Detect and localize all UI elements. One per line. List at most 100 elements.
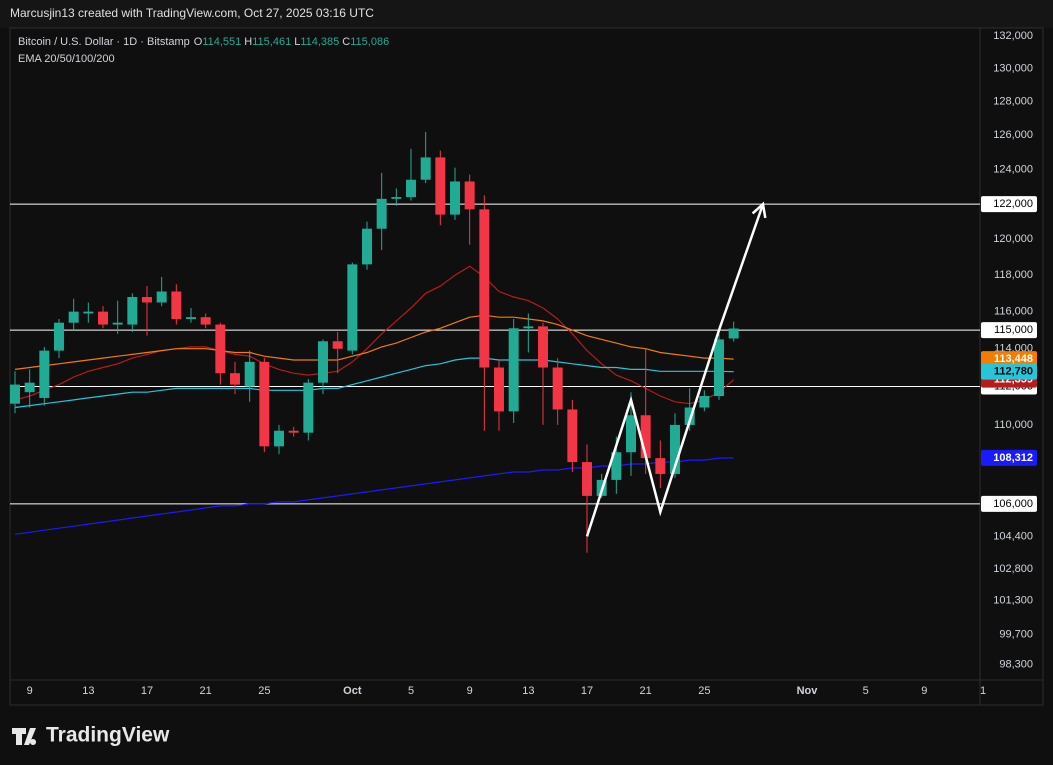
y-tick-label: 110,000 [994, 419, 1033, 431]
x-tick-label: Nov [797, 685, 819, 697]
plot-area [10, 131, 980, 553]
candle-body [391, 197, 402, 199]
candle-body [230, 373, 240, 385]
legend-line: Bitcoin / U.S. Dollar · 1D · Bitstamp O11… [18, 36, 389, 48]
x-tick-label: 17 [581, 685, 593, 697]
candle-body [538, 326, 548, 368]
y-tick-label: 126,000 [993, 129, 1033, 141]
level-label: 115,000 [994, 324, 1033, 336]
level-label-box [981, 196, 1037, 213]
candle-body [714, 339, 724, 397]
x-tick-label: 13 [82, 685, 94, 697]
y-tick-label: 98,300 [999, 659, 1033, 671]
y-tick-label: 132,000 [993, 30, 1033, 42]
candle-body [684, 407, 695, 425]
ema-line [14, 357, 734, 409]
pattern-line [585, 203, 765, 537]
candle-body [655, 458, 666, 474]
x-tick-label: 13 [522, 685, 534, 697]
legend-title: Bitcoin / U.S. Dollar · 1D · Bitstamp [18, 36, 190, 48]
candle-body [376, 198, 387, 229]
x-tick-label: Oct [343, 685, 362, 697]
candle-body [611, 452, 622, 480]
candle-body [420, 157, 431, 180]
candle-body [186, 317, 196, 320]
level-label: 106,000 [993, 498, 1033, 510]
logo: TradingView [12, 724, 170, 747]
candle-body [626, 415, 636, 453]
candle-body [362, 228, 372, 265]
candle-body [728, 328, 739, 339]
candle-body [318, 341, 328, 383]
ema-label: 113,448 [994, 353, 1033, 365]
ohlc-key: L [294, 36, 300, 48]
candle-body [699, 396, 710, 408]
candle-body [274, 430, 284, 447]
ema-label-box [981, 449, 1037, 466]
y-tick-label: 101,300 [993, 595, 1033, 607]
candle-body [435, 157, 446, 215]
credit: Marcusjin13 created with TradingView.com… [10, 6, 374, 20]
candle-body [200, 317, 211, 325]
ema-label: 108,312 [993, 452, 1033, 464]
candle-body [406, 179, 416, 198]
candle-body [10, 384, 20, 404]
x-tick-label: 1 [980, 685, 986, 697]
candle-body [98, 311, 108, 325]
x-tick-label: 25 [258, 685, 270, 697]
ohlc-value: 115,086 [350, 36, 389, 48]
logo-icon [12, 728, 37, 745]
level-label-box [981, 322, 1037, 339]
candle-body [552, 367, 563, 410]
candle-body [582, 462, 592, 496]
candle-body [508, 328, 519, 412]
brand: TradingView [46, 724, 170, 747]
x-tick-label: 21 [200, 685, 212, 697]
y-tick-label: 130,000 [993, 63, 1033, 75]
ema-label-box [981, 363, 1037, 380]
candle-body [640, 415, 651, 459]
candle-body [494, 367, 504, 412]
candle-body [54, 322, 64, 351]
x-tick-label: 17 [141, 685, 153, 697]
ohlc-value: 114,551 [202, 36, 241, 48]
candle-body [39, 350, 50, 398]
x-tick-label: 9 [27, 685, 33, 697]
legend-subtitle: EMA 20/50/100/200 [18, 53, 115, 65]
candle-body [567, 409, 578, 463]
ohlc-value: 115,461 [252, 36, 291, 48]
ema-line [14, 314, 734, 370]
header-bar [0, 0, 1053, 28]
candle-body [479, 209, 490, 368]
y-tick-label: 118,000 [994, 269, 1033, 281]
candle-body [24, 382, 35, 393]
x-tick-label: 5 [863, 685, 869, 697]
candle-body [670, 424, 680, 474]
x-tick-label: 9 [921, 685, 927, 697]
candle-body [112, 322, 123, 325]
y-tick-label: 120,000 [993, 233, 1033, 245]
level-label-box [981, 495, 1037, 512]
candle-body [215, 324, 226, 374]
candle-body [450, 181, 460, 215]
candle-body [127, 296, 138, 325]
y-tick-label: 104,400 [993, 530, 1033, 542]
candle-body [523, 326, 534, 329]
y-tick-label: 99,700 [999, 629, 1033, 641]
candle-body [244, 361, 255, 387]
candle-body [332, 341, 343, 349]
axes: 132,000 130,000 128,000 126,000 124,000 120,0… [18, 30, 1037, 697]
candle-body [259, 361, 270, 447]
candle-body [303, 382, 314, 433]
ohlc-key: O [194, 36, 203, 48]
ohlc-key: H [244, 36, 252, 48]
candle-body [347, 264, 358, 351]
ema-label: 112,780 [994, 366, 1033, 378]
x-tick-label: 21 [640, 685, 652, 697]
candle-body [83, 311, 94, 314]
x-tick-label: 25 [698, 685, 710, 697]
arrow-head [751, 201, 767, 219]
level-label: 122,000 [993, 198, 1033, 210]
frame [9, 27, 1044, 706]
